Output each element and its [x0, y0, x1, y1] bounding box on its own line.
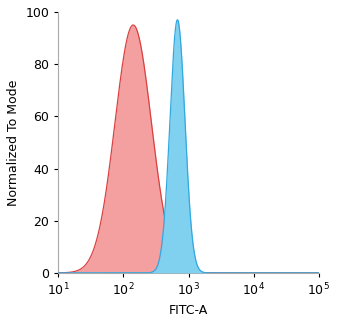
- X-axis label: FITC-A: FITC-A: [169, 304, 208, 317]
- Y-axis label: Normalized To Mode: Normalized To Mode: [7, 79, 20, 206]
